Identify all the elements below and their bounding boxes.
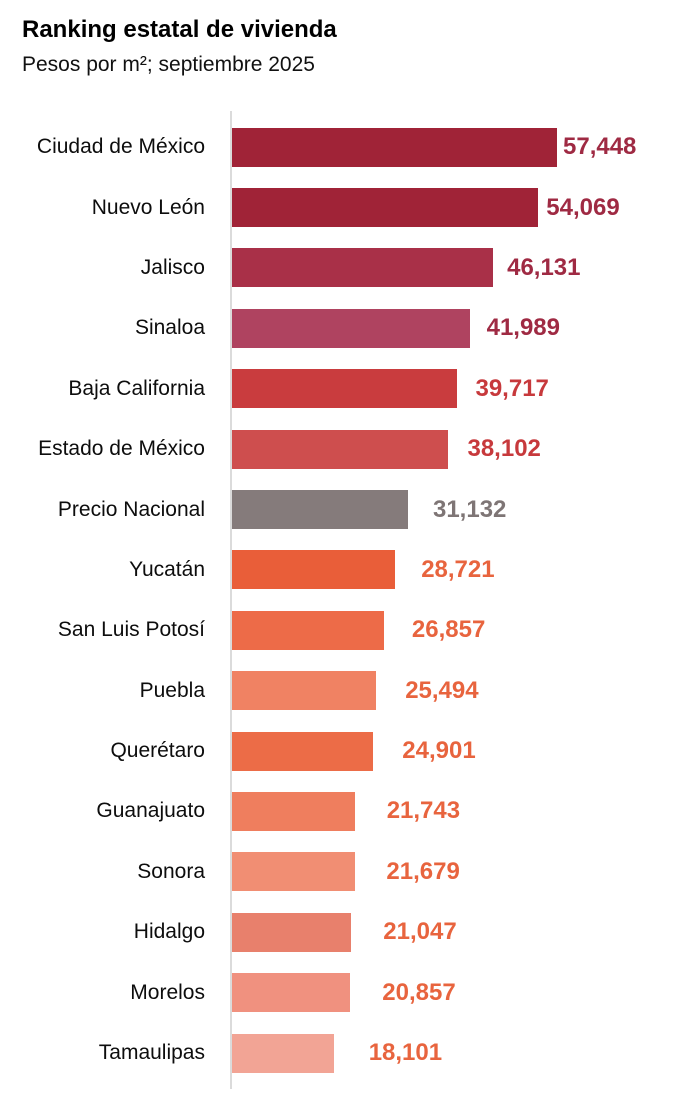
bar <box>232 912 352 952</box>
bar-zone: 39,717 <box>232 369 677 409</box>
bar-zone: 54,069 <box>232 188 677 228</box>
chart-row: Hidalgo 21,047 <box>0 902 677 962</box>
bar <box>232 973 350 1013</box>
category-label: Precio Nacional <box>57 497 205 521</box>
bar <box>232 188 538 228</box>
chart-row: Estado de México 38,102 <box>0 419 677 479</box>
bar-zone: 26,857 <box>232 610 677 650</box>
bar-zone: 28,721 <box>232 550 677 590</box>
bar-zone: 18,101 <box>232 1033 677 1073</box>
chart-row: Yucatán 28,721 <box>0 540 677 600</box>
bar <box>232 671 377 711</box>
category-label: Sinaloa <box>134 316 205 340</box>
chart-subtitle: Pesos por m²; septiembre 2025 <box>22 52 315 76</box>
value-label: 18,101 <box>368 1039 443 1067</box>
category-label: Jalisco <box>140 255 205 279</box>
value-label: 57,448 <box>563 133 637 161</box>
bar <box>232 1033 335 1073</box>
value-label: 54,069 <box>546 193 620 221</box>
value-label: 26,857 <box>411 616 486 644</box>
value-label: 25,494 <box>405 676 479 704</box>
bar <box>232 369 457 409</box>
bar-zone: 31,132 <box>232 490 677 530</box>
bar-zone: 46,131 <box>232 248 677 288</box>
bar <box>232 610 384 650</box>
chart-row: Morelos 20,857 <box>0 962 677 1022</box>
chart-row: Tamaulipas 18,101 <box>0 1023 677 1083</box>
bar-chart: Ciudad de México 57,448 Nuevo León 54,069 Ja… <box>0 110 677 1089</box>
bar-zone: 24,901 <box>232 731 677 771</box>
value-label: 24,901 <box>402 737 476 765</box>
category-label: Tamaulipas <box>98 1041 205 1065</box>
category-label: Sonora <box>137 859 205 883</box>
category-label: Nuevo León <box>91 195 205 219</box>
chart-row: Querétaro 24,901 <box>0 721 677 781</box>
category-label: Guanajuato <box>96 799 205 823</box>
chart-title: Ranking estatal de vivienda <box>22 16 337 43</box>
bar-zone: 21,679 <box>232 852 677 892</box>
chart-row: Guanajuato 21,743 <box>0 781 677 841</box>
category-label: Morelos <box>130 980 205 1004</box>
value-label: 28,721 <box>421 555 495 583</box>
bar <box>232 308 470 348</box>
bar-zone: 25,494 <box>232 671 677 711</box>
value-label: 46,131 <box>507 253 581 281</box>
bar <box>232 791 355 831</box>
value-label: 39,717 <box>475 374 549 402</box>
y-axis-line <box>230 110 232 1089</box>
bar-zone: 21,047 <box>232 912 677 952</box>
chart-row: Baja California 39,717 <box>0 359 677 419</box>
chart-row: Ciudad de México 57,448 <box>0 117 677 177</box>
chart-row: Jalisco 46,131 <box>0 238 677 298</box>
bar-zone: 21,743 <box>232 791 677 831</box>
bar <box>232 429 448 469</box>
bar-zone: 41,989 <box>232 308 677 348</box>
category-label: Baja California <box>68 376 205 400</box>
chart-row: Sinaloa 41,989 <box>0 298 677 358</box>
category-label: Yucatán <box>129 557 205 581</box>
bar <box>232 852 355 892</box>
chart-row: Sonora 21,679 <box>0 842 677 902</box>
bar-zone: 38,102 <box>232 429 677 469</box>
bar <box>232 550 395 590</box>
bar-rows: Ciudad de México 57,448 Nuevo León 54,069 Ja… <box>0 117 677 1083</box>
bar <box>232 490 409 530</box>
value-label: 20,857 <box>382 978 456 1006</box>
category-label: Ciudad de México <box>36 135 205 159</box>
bar <box>232 731 373 771</box>
chart-row: Nuevo León 54,069 <box>0 177 677 237</box>
category-label: Estado de México <box>38 437 205 461</box>
bar-zone: 57,448 <box>232 127 677 167</box>
value-label: 21,679 <box>386 857 460 885</box>
category-label: Hidalgo <box>133 920 205 944</box>
value-label: 41,989 <box>486 314 560 342</box>
chart-row: Puebla 25,494 <box>0 661 677 721</box>
chart-header: Ranking estatal de vivienda Pesos por m²… <box>0 0 677 77</box>
category-label: Puebla <box>139 678 205 702</box>
value-label: 21,743 <box>386 797 461 825</box>
category-label: San Luis Potosí <box>57 618 205 642</box>
chart-row: Precio Nacional 31,132 <box>0 479 677 539</box>
bar-zone: 20,857 <box>232 973 677 1013</box>
value-label: 31,132 <box>432 495 507 523</box>
chart-row: San Luis Potosí 26,857 <box>0 600 677 660</box>
category-label: Querétaro <box>110 739 205 763</box>
bar <box>232 127 557 167</box>
value-label: 38,102 <box>467 435 541 463</box>
bar <box>232 248 493 288</box>
value-label: 21,047 <box>383 918 457 946</box>
